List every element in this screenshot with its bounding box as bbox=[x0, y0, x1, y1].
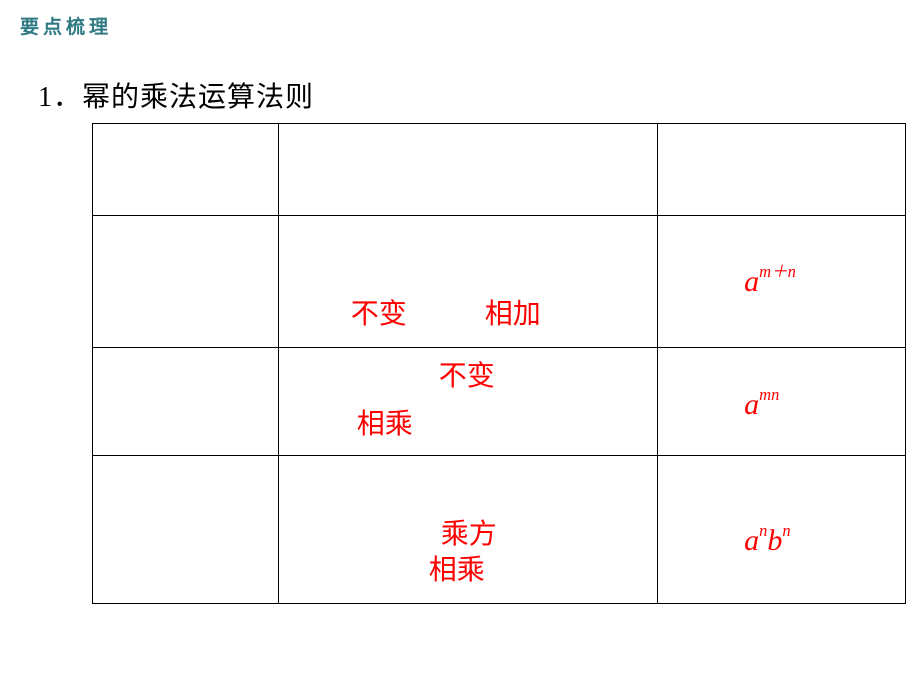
slide-page: 要点梳理 1．幂的乘法运算法则 不变 相加 am＋n 不变 bbox=[0, 0, 920, 690]
table-row: 乘方 相乘 anbn bbox=[93, 456, 906, 604]
section-label: 要点梳理 bbox=[20, 12, 920, 39]
formula: amn bbox=[658, 382, 905, 422]
table-header-row bbox=[93, 124, 906, 216]
header-cell bbox=[658, 124, 906, 216]
formula: anbn bbox=[658, 502, 905, 558]
row-formula-cell: amn bbox=[658, 348, 906, 456]
keyword: 不变 bbox=[351, 292, 407, 332]
row-formula-cell: am＋n bbox=[658, 216, 906, 348]
formula: am＋n bbox=[658, 265, 905, 299]
keyword: 乘方 bbox=[441, 512, 497, 552]
table-row: 不变 相加 am＋n bbox=[93, 216, 906, 348]
keyword: 相乘 bbox=[429, 548, 485, 588]
row-desc-cell: 不变 相加 bbox=[278, 216, 657, 348]
table-row: 不变 相乘 amn bbox=[93, 348, 906, 456]
row-label-cell bbox=[93, 216, 279, 348]
rules-table: 不变 相加 am＋n 不变 相乘 amn bbox=[92, 123, 906, 604]
header-cell bbox=[278, 124, 657, 216]
row-desc-cell: 不变 相乘 bbox=[278, 348, 657, 456]
row-formula-cell: anbn bbox=[658, 456, 906, 604]
keyword: 相加 bbox=[485, 292, 541, 332]
row-desc-cell: 乘方 相乘 bbox=[278, 456, 657, 604]
row-label-cell bbox=[93, 456, 279, 604]
keyword: 不变 bbox=[439, 354, 495, 394]
header-cell bbox=[93, 124, 279, 216]
row-label-cell bbox=[93, 348, 279, 456]
keyword: 相乘 bbox=[357, 402, 413, 442]
page-title: 1．幂的乘法运算法则 bbox=[20, 75, 920, 115]
